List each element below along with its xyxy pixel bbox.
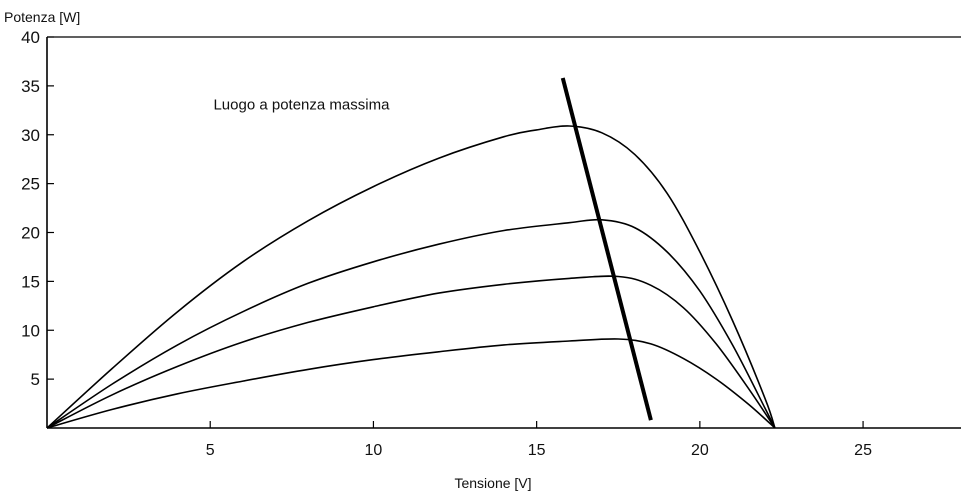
max-power-locus xyxy=(560,77,653,421)
y-tick-label: 30 xyxy=(21,126,40,145)
y-tick-label: 25 xyxy=(21,175,40,194)
power-curves xyxy=(46,125,776,429)
max-power-line xyxy=(560,77,653,421)
y-axis-title: Potenza [W] xyxy=(4,9,80,25)
y-tick-label: 40 xyxy=(21,28,40,47)
power-curve-2 xyxy=(46,218,776,429)
x-tick-label: 20 xyxy=(691,442,709,459)
power-curve-4 xyxy=(46,338,776,429)
x-tick-label: 15 xyxy=(528,442,546,459)
y-tick-label: 5 xyxy=(31,370,40,389)
y-tick-label: 10 xyxy=(21,321,40,340)
x-axis-title: Tensione [V] xyxy=(454,475,531,491)
x-tick-label: 10 xyxy=(365,442,383,459)
x-ticks: 5 10 15 20 25 xyxy=(206,421,872,459)
x-tick-label: 25 xyxy=(854,442,872,459)
x-tick-label: 5 xyxy=(206,442,215,459)
y-tick-label: 35 xyxy=(21,77,40,96)
annotation-label: Luogo a potenza massima xyxy=(213,96,390,113)
plot-frame xyxy=(46,36,961,429)
y-tick-label: 20 xyxy=(21,224,40,243)
y-tick-label: 15 xyxy=(21,272,40,291)
y-ticks: 5 10 15 20 25 30 35 40 xyxy=(21,28,54,389)
power-curve-3 xyxy=(46,275,776,429)
power-curve-1 xyxy=(46,125,776,429)
